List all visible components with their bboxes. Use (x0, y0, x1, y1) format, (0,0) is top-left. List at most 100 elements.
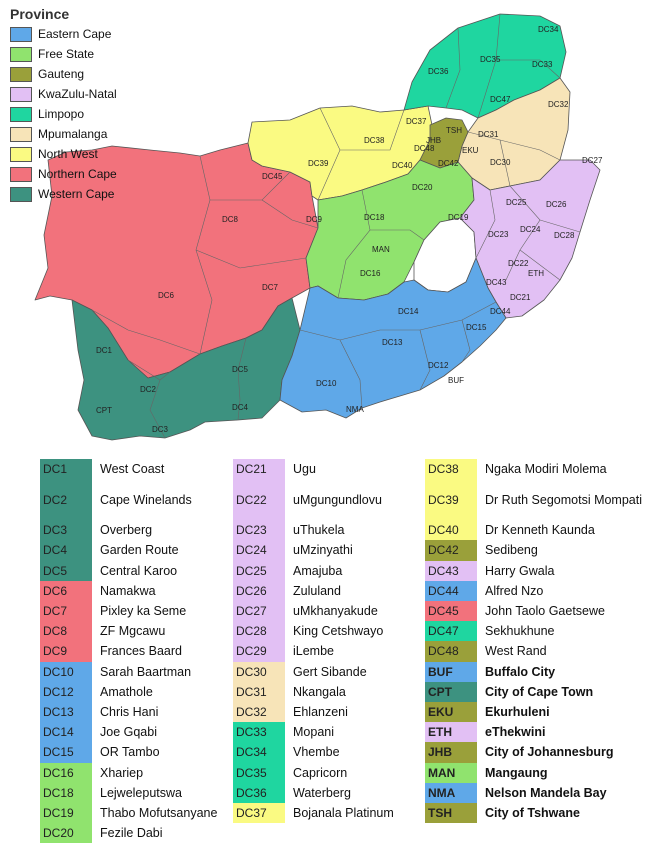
legend-label: Eastern Cape (38, 27, 112, 41)
map-label-dc36: DC36 (428, 67, 449, 76)
legend-label: North West (38, 147, 98, 161)
district-name-cell: John Taolo Gaetsewe (485, 604, 605, 619)
district-name-cell: OR Tambo (100, 745, 160, 760)
district-code-cell: DC38 (425, 459, 477, 480)
table-row: DC20 Fezile Dabi (40, 823, 163, 844)
map-label-dc44: DC44 (490, 307, 511, 316)
district-code-cell: BUF (425, 661, 477, 682)
map-label-dc32: DC32 (548, 100, 569, 109)
district-name-cell: Sarah Baartman (100, 664, 192, 679)
district-name-cell: Lejweleputswa (100, 785, 182, 800)
legend-label: Western Cape (38, 187, 115, 201)
table-row: DC31 Nkangala (233, 681, 346, 702)
district-name-cell: Buffalo City (485, 664, 556, 679)
legend-label: KwaZulu-Natal (38, 87, 117, 101)
map-label-dc10: DC10 (316, 379, 337, 388)
map-label-dc6: DC6 (158, 291, 175, 300)
table-row: DC34 Vhembe (233, 742, 340, 763)
district-code-cell: DC15 (40, 742, 92, 763)
table-row: DC33 Mopani (233, 722, 334, 743)
map-label-dc23: DC23 (488, 230, 509, 239)
district-name-cell: Central Karoo (100, 563, 178, 578)
map-label-dc16: DC16 (360, 269, 381, 278)
district-code-cell: DC18 (40, 782, 92, 803)
district-name-cell: Harry Gwala (485, 563, 555, 578)
district-name-cell: uThukela (293, 523, 345, 538)
district-code-cell: DC1 (40, 459, 92, 480)
district-name-cell: City of Cape Town (485, 684, 594, 699)
table-row: DC8 ZF Mgcawu (40, 621, 165, 642)
map-label-dc1: DC1 (96, 346, 113, 355)
legend-item: Limpopo (10, 104, 150, 124)
table-row: JHB City of Johannesburg (425, 742, 645, 763)
table-row: DC23 uThukela (233, 520, 345, 541)
district-name-cell: Capricorn (293, 765, 348, 780)
table-row: DC1 West Coast (40, 459, 164, 480)
table-row: BUF Buffalo City (425, 661, 645, 682)
district-code-cell: DC2 (40, 479, 92, 521)
legend-item: Eastern Cape (10, 24, 150, 44)
district-code-cell: DC37 (233, 803, 285, 824)
legend-swatch (10, 66, 32, 82)
legend-item: Mpumalanga (10, 124, 150, 144)
district-code-cell: ETH (425, 722, 477, 743)
district-code-cell: DC40 (425, 520, 477, 541)
table-row: DC30 Gert Sibande (233, 661, 367, 682)
district-name-cell: Alfred Nzo (485, 583, 544, 598)
map-label-dc48: DC48 (414, 144, 435, 153)
legend-label: Gauteng (38, 67, 85, 81)
district-code-cell: DC19 (40, 803, 92, 824)
district-name-cell: Ngaka Modiri Molema (485, 462, 607, 477)
table-row: DC14 Joe Gqabi (40, 722, 157, 743)
table-row: DC37 Bojanala Platinum (233, 803, 394, 824)
table-row: DC38 Ngaka Modiri Molema (425, 459, 645, 480)
table-row: DC32 Ehlanzeni (233, 702, 348, 723)
district-code-cell: DC24 (233, 540, 285, 561)
district-name-cell: Dr Kenneth Kaunda (485, 523, 595, 538)
district-code-cell: DC23 (233, 520, 285, 541)
district-code-cell: DC5 (40, 560, 92, 581)
district-code-cell: NMA (425, 782, 477, 803)
table-row: DC5 Central Karoo (40, 560, 178, 581)
table-row: DC44 Alfred Nzo (425, 580, 645, 601)
legend-swatch (10, 86, 32, 102)
map-label-dc2: DC2 (140, 385, 157, 394)
map-legend: Province Eastern Cape Free State Gauteng Kw… (10, 6, 150, 204)
legend-swatch (10, 186, 32, 202)
district-code-cell: DC32 (233, 702, 285, 723)
map-label-man: MAN (372, 245, 390, 254)
district-code-cell: DC7 (40, 601, 92, 622)
map-label-dc13: DC13 (382, 338, 403, 347)
map-label-dc9: DC9 (306, 215, 323, 224)
district-name-cell: Mangaung (485, 765, 548, 780)
district-code-cell: DC6 (40, 580, 92, 601)
district-name-cell: Bojanala Platinum (293, 806, 394, 821)
district-name-cell: Amathole (100, 684, 153, 699)
district-name-cell: Waterberg (293, 785, 351, 800)
district-name-cell: Gert Sibande (293, 664, 367, 679)
table-row: DC45 John Taolo Gaetsewe (425, 601, 645, 622)
table-row: NMA Nelson Mandela Bay (425, 782, 645, 803)
map-label-cpt: CPT (96, 406, 112, 415)
legend-swatch (10, 126, 32, 142)
district-code-cell: DC35 (233, 762, 285, 783)
table-row: DC4 Garden Route (40, 540, 179, 561)
table-row: TSH City of Tshwane (425, 803, 645, 824)
map-label-dc39: DC39 (308, 159, 329, 168)
table-row: DC22 uMgungundlovu (233, 479, 382, 521)
table-row: DC47 Sekhukhune (425, 621, 645, 642)
table-row: DC2 Cape Winelands (40, 479, 192, 521)
district-name-cell: Ehlanzeni (293, 705, 348, 720)
map-label-tsh: TSH (446, 126, 462, 135)
legend-item: Western Cape (10, 184, 150, 204)
table-row: DC25 Amajuba (233, 560, 342, 581)
district-name-cell: Ugu (293, 462, 316, 477)
district-code-cell: DC30 (233, 661, 285, 682)
legend-label: Northern Cape (38, 167, 117, 181)
map-label-dc35: DC35 (480, 55, 501, 64)
district-code-cell: EKU (425, 702, 477, 723)
map-label-dc4: DC4 (232, 403, 249, 412)
district-name-cell: City of Tshwane (485, 806, 580, 821)
district-name-cell: Vhembe (293, 745, 340, 760)
map-label-dc24: DC24 (520, 225, 541, 234)
